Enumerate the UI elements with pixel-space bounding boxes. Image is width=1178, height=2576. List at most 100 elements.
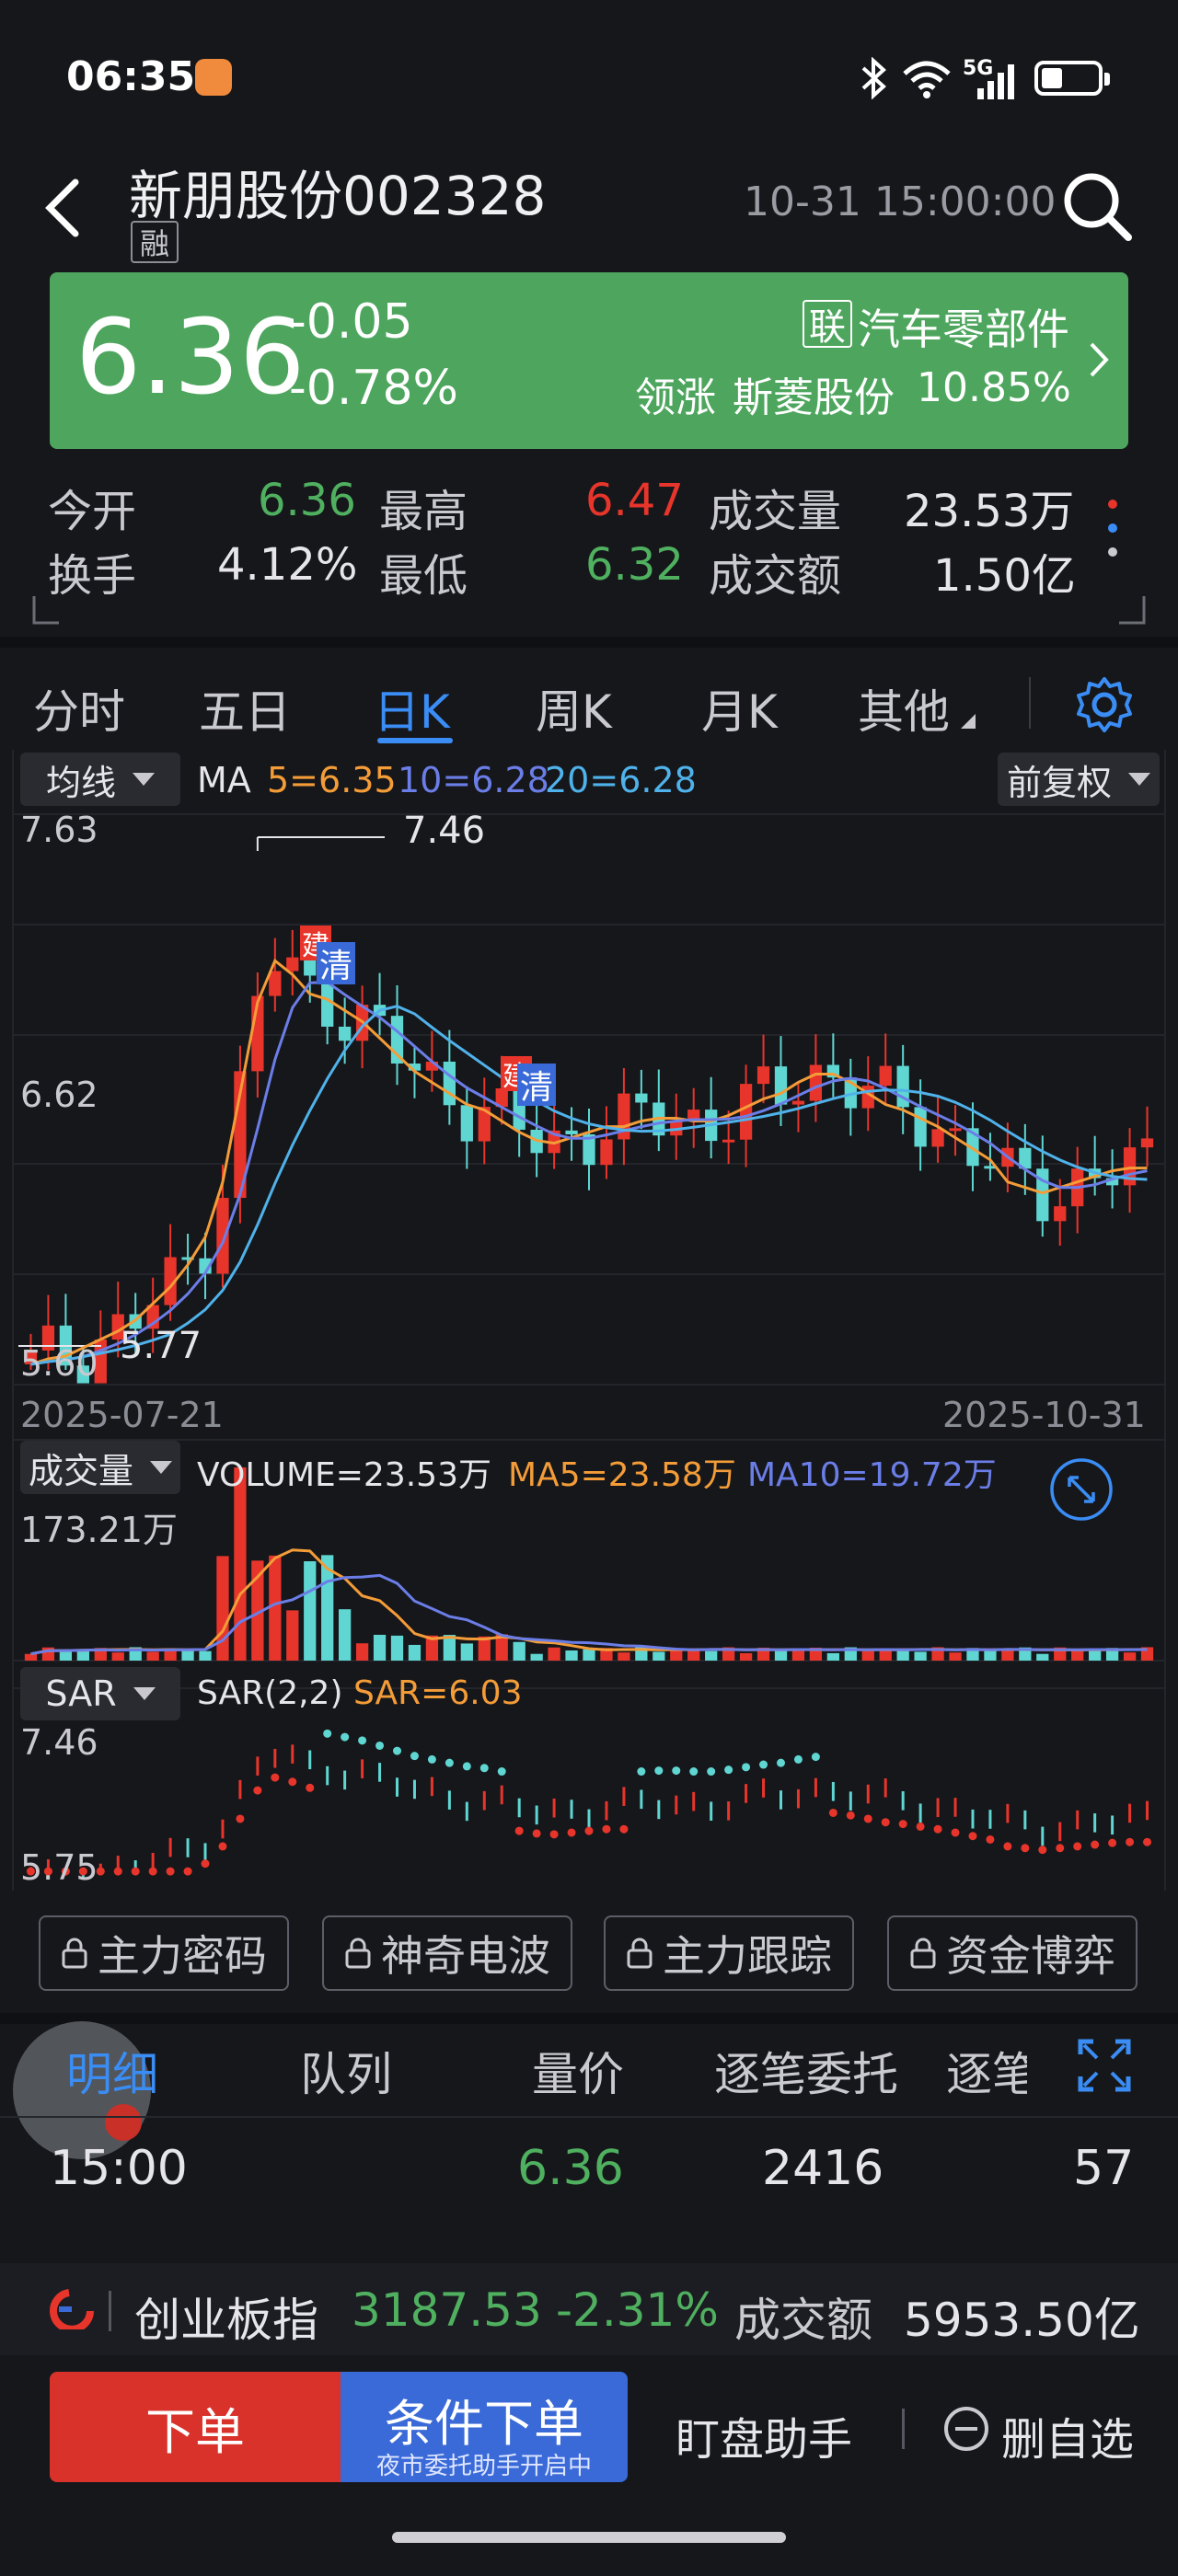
kline-panel-bg <box>13 750 1165 1385</box>
bottom-divider <box>902 2409 905 2449</box>
index-ticker-bar[interactable]: 创业板指 3187.53 -2.31% 成交额 5953.50亿 <box>0 2263 1178 2355</box>
high-value: 6.47 <box>585 475 684 526</box>
volume-dropdown[interactable]: 成交量 <box>20 1441 180 1494</box>
volume-bar <box>565 1650 578 1661</box>
detail-tab-queue[interactable]: 队列 <box>300 2048 392 2101</box>
assistant-avatar[interactable] <box>13 2021 151 2159</box>
index-value: 3187.53 <box>352 2283 542 2337</box>
index-change-pct: -2.31% <box>556 2283 719 2337</box>
ma20-line <box>30 1005 1148 1366</box>
candle-body <box>76 1365 89 1384</box>
sar-dot <box>811 1753 820 1762</box>
detail-tab-volume-price[interactable]: 量价 <box>532 2048 624 2101</box>
tab-five-day[interactable]: 五日 <box>199 685 291 739</box>
volume-bar <box>59 1650 73 1661</box>
candle-body <box>739 1084 753 1140</box>
conditional-order-button[interactable]: 条件下单 夜市委托助手开启中 <box>341 2372 628 2482</box>
volume-bar <box>670 1648 683 1661</box>
tick-volume: 2416 <box>762 2141 884 2196</box>
candle-body <box>269 971 282 996</box>
tab-intraday[interactable]: 分时 <box>33 685 125 739</box>
candle-body <box>565 1130 578 1134</box>
adjust-dropdown[interactable]: 前复权 <box>998 753 1160 806</box>
order-button[interactable]: 下单 <box>50 2372 341 2482</box>
detail-tab-trade-by-trade[interactable]: 逐笔 <box>946 2048 1027 2101</box>
volume-bar <box>949 1652 962 1661</box>
feature-main-code-button[interactable]: 主力密码 <box>39 1915 289 1991</box>
market-logo-icon <box>50 2289 94 2329</box>
feature-label: 资金博弈 <box>946 1931 1115 1981</box>
expand-chart-icon[interactable] <box>1049 1457 1114 1522</box>
detail-tab-order-by-order[interactable]: 逐笔委托 <box>714 2048 898 2101</box>
sar-dot <box>1143 1837 1152 1846</box>
sar-dot <box>148 1867 157 1876</box>
tab-daily-k[interactable]: 日K <box>374 685 450 739</box>
volume-bar <box>791 1650 805 1661</box>
candle-body <box>1019 1147 1032 1169</box>
leader-name: 斯菱股份 <box>733 374 895 421</box>
watch-assistant-button[interactable]: 盯盘助手 <box>676 2414 853 2466</box>
sar-dot <box>61 1867 70 1876</box>
volume-bar <box>216 1556 229 1661</box>
sar-dot <box>1003 1842 1012 1851</box>
network-label: 5G <box>963 57 994 80</box>
volume-bar <box>76 1649 89 1661</box>
detail-tab-ticks[interactable]: 明细 <box>66 2048 158 2101</box>
volume-bar <box>1123 1652 1137 1661</box>
volume-bar <box>966 1648 979 1661</box>
kline-chart[interactable] <box>0 750 1178 1891</box>
tab-weekly-k[interactable]: 周K <box>536 685 612 739</box>
sar-dot <box>898 1820 907 1829</box>
tabs-divider <box>1029 677 1031 729</box>
feature-fund-game-button[interactable]: 资金博弈 <box>887 1915 1138 1991</box>
corner-bracket-right <box>1119 596 1146 625</box>
build-tag: 建 <box>501 1056 532 1093</box>
tab-other[interactable]: 其他 <box>858 685 950 739</box>
volume-bar <box>234 1467 247 1661</box>
more-dots-icon[interactable] <box>1101 491 1125 565</box>
last-price: 6.36 <box>75 298 306 418</box>
remove-watchlist-button[interactable]: 删自选 <box>1001 2414 1135 2466</box>
leader-label: 领涨 <box>635 374 716 421</box>
sar-dot <box>218 1842 227 1851</box>
app-badge-icon <box>195 59 232 96</box>
fullscreen-icon[interactable] <box>1077 2038 1132 2093</box>
sar-axis-top: 7.46 <box>20 1722 98 1763</box>
sar-dot <box>793 1754 803 1764</box>
sar-dropdown[interactable]: SAR <box>20 1667 180 1720</box>
candle-body <box>635 1093 648 1103</box>
sar-dot <box>1073 1842 1082 1851</box>
indicator-dropdown[interactable]: 均线 <box>20 753 180 806</box>
volume-bar <box>425 1635 439 1661</box>
candle-body <box>809 1064 823 1101</box>
price-card[interactable]: 6.36 -0.05 -0.78% 联 汽车零部件 领涨 斯菱股份 10.85% <box>50 272 1128 449</box>
feature-magic-wave-button[interactable]: 神奇电波 <box>322 1915 572 1991</box>
index-divider <box>109 2291 111 2331</box>
candle-body <box>24 1350 38 1364</box>
sar-dot <box>707 1767 716 1777</box>
axis-price-top: 7.63 <box>20 810 98 850</box>
status-time: 06:35 <box>66 53 196 100</box>
sar-dot <box>759 1760 768 1769</box>
sector-name[interactable]: 汽车零部件 <box>858 305 1069 354</box>
volume-bar <box>24 1653 38 1661</box>
adjust-dropdown-label: 前复权 <box>1006 762 1112 803</box>
volume-bar <box>653 1651 665 1661</box>
sar-dot <box>933 1824 942 1834</box>
order-button-label: 下单 <box>145 2402 245 2461</box>
volume-bar <box>618 1652 630 1661</box>
settings-gear-icon[interactable] <box>1075 675 1134 734</box>
volume-bar <box>1036 1653 1049 1661</box>
search-icon[interactable] <box>1060 169 1134 243</box>
back-arrow-icon[interactable] <box>40 175 87 239</box>
tab-monthly-k[interactable]: 月K <box>701 685 778 739</box>
candle-body <box>914 1107 927 1147</box>
feature-main-track-button[interactable]: 主力跟踪 <box>604 1915 854 1991</box>
conditional-order-label: 条件下单 <box>385 2395 583 2453</box>
dropdown-caret-icon <box>1128 773 1150 786</box>
indicator-dropdown-label: 均线 <box>45 762 116 803</box>
feature-label: 主力跟踪 <box>663 1931 832 1981</box>
volume-bar <box>1089 1649 1102 1661</box>
candle-body <box>722 1139 735 1143</box>
price-change-pct: -0.78% <box>289 361 458 416</box>
